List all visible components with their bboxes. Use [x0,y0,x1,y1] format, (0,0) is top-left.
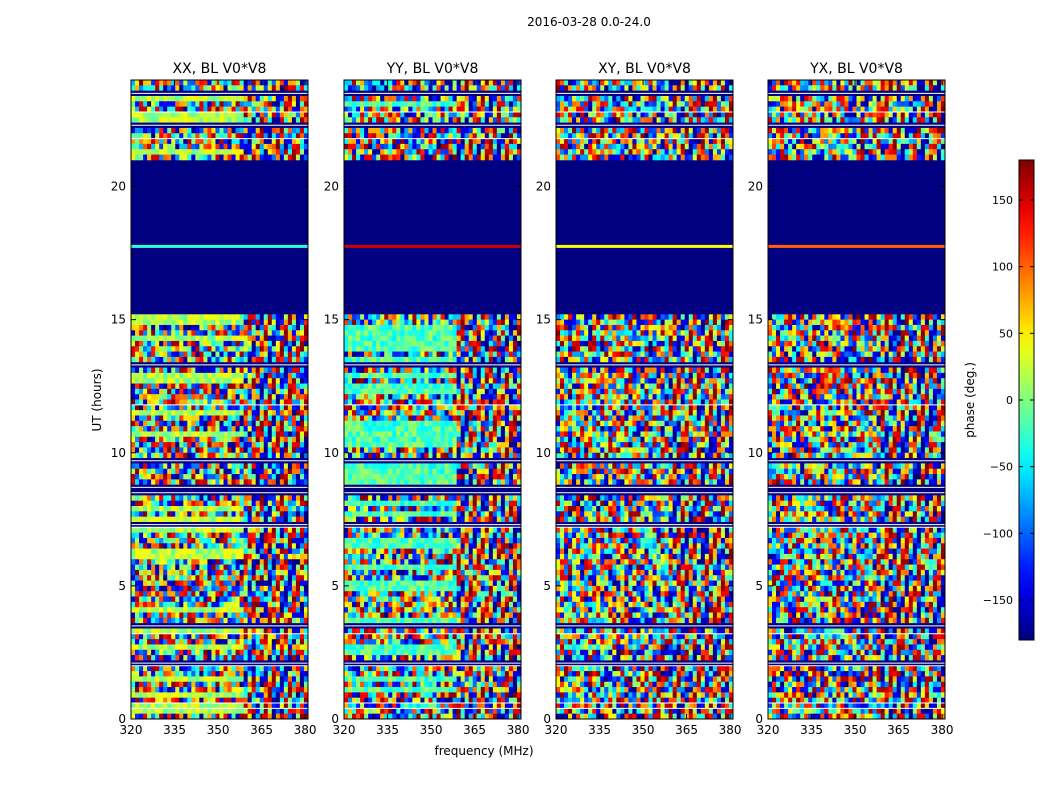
x-tick-label: 335 [588,723,611,737]
colorbar-tick-label: −50 [990,461,1013,474]
y-tick-label: 0 [118,712,126,726]
x-tick-label: 365 [887,723,910,737]
flagged-line-yx [768,244,945,248]
y-tick-label: 20 [748,180,763,194]
x-tick-label: 335 [376,723,399,737]
colorbar-tick-label: 100 [992,261,1013,274]
y-tick-label: 15 [748,313,763,327]
panel-title: XY, BL V0*V8 [598,61,691,77]
y-tick-label: 5 [118,579,126,593]
x-tick-label: 320 [757,723,780,737]
colorbar-tick-label: 150 [992,194,1013,207]
y-tick-label: 10 [748,446,763,460]
phase-heatmap-yx [768,80,945,719]
colorbar-tick-label: −100 [983,527,1013,540]
x-axis-label: frequency (MHz) [434,744,533,758]
x-tick-label: 320 [333,723,356,737]
x-tick-label: 350 [207,723,230,737]
x-tick-label: 380 [719,723,742,737]
x-tick-label: 335 [163,723,186,737]
y-tick-label: 0 [755,712,763,726]
x-tick-label: 380 [294,723,317,737]
y-tick-label: 20 [536,180,551,194]
y-tick-label: 0 [543,712,551,726]
x-tick-label: 350 [420,723,443,737]
y-tick-label: 10 [536,446,551,460]
colorbar-tick-label: 0 [1006,394,1013,407]
x-tick-label: 335 [800,723,823,737]
colorbar-tick-label: −150 [983,594,1013,607]
y-axis-label: UT (hours) [90,368,104,431]
y-tick-label: 20 [324,180,339,194]
y-tick-label: 5 [331,579,339,593]
phase-heatmap-yy [344,80,521,719]
x-tick-label: 380 [507,723,530,737]
y-tick-label: 0 [331,712,339,726]
colorbar-tick-label: 50 [999,327,1013,340]
phase-heatmap-xx [131,80,308,719]
x-tick-label: 320 [545,723,568,737]
y-tick-label: 10 [324,446,339,460]
y-tick-label: 15 [536,313,551,327]
x-tick-label: 365 [250,723,273,737]
colorbar-label: phase (deg.) [963,362,977,438]
y-tick-label: 20 [111,180,126,194]
panel-title: YX, BL V0*V8 [809,61,903,77]
y-tick-label: 5 [755,579,763,593]
flagged-line-xx [131,244,308,248]
y-tick-label: 5 [543,579,551,593]
axes-frame [130,79,309,720]
phase-heatmap-xy [556,80,733,719]
axes-frame [343,79,522,720]
panel-title: XX, BL V0*V8 [173,61,267,77]
x-tick-label: 350 [844,723,867,737]
panel-title: YY, BL V0*V8 [386,61,479,77]
x-tick-label: 380 [931,723,954,737]
y-tick-label: 15 [324,313,339,327]
flagged-line-yy [344,244,521,248]
x-tick-label: 320 [120,723,143,737]
y-tick-label: 15 [111,313,126,327]
y-tick-label: 10 [111,446,126,460]
x-tick-label: 350 [632,723,655,737]
panel-yx: YX, BL V0*V8 320 335 350 365 380 0 5 10 15 20 [748,61,954,737]
axes-frame [767,79,946,720]
panel-xx: XX, BL V0*V8 320 335 350 365 380 0 5 10 15 20 [111,61,317,737]
axes-frame [555,79,734,720]
colorbar: −150 −100 −50 0 50 100 150 [983,159,1035,641]
panel-xy: XY, BL V0*V8 320 335 350 365 380 0 5 10 15 20 [536,61,742,737]
panel-yy: YY, BL V0*V8 320 335 350 365 380 0 5 10 15 20 [324,61,530,737]
x-tick-label: 365 [675,723,698,737]
flagged-line-xy [556,244,733,248]
figure-suptitle: 2016-03-28 0.0-24.0 [527,15,651,29]
x-tick-label: 365 [463,723,486,737]
